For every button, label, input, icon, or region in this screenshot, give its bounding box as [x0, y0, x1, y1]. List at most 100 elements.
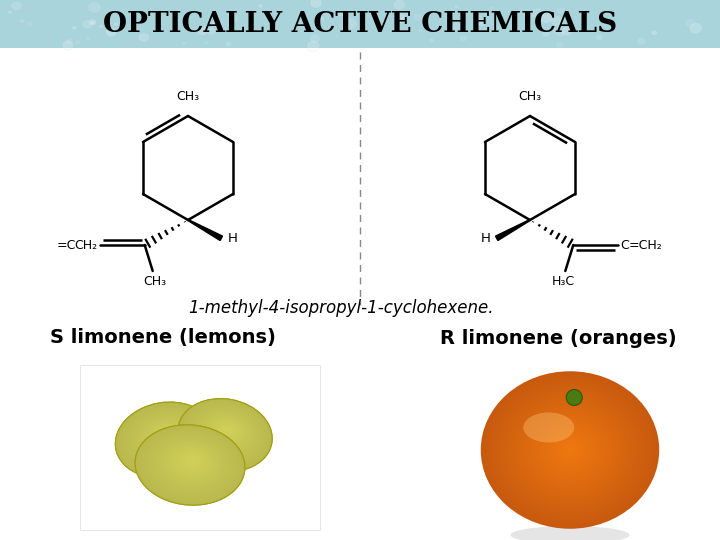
Ellipse shape — [195, 410, 257, 457]
Ellipse shape — [556, 7, 564, 14]
Ellipse shape — [213, 421, 241, 442]
Text: =CH₂: =CH₂ — [629, 239, 662, 252]
Ellipse shape — [91, 21, 96, 25]
Ellipse shape — [176, 449, 209, 474]
Ellipse shape — [418, 29, 423, 32]
Ellipse shape — [138, 427, 243, 503]
Ellipse shape — [502, 390, 639, 510]
Ellipse shape — [155, 427, 180, 446]
Ellipse shape — [198, 411, 254, 455]
Ellipse shape — [150, 434, 232, 494]
Ellipse shape — [136, 415, 196, 461]
Ellipse shape — [211, 19, 222, 28]
Ellipse shape — [215, 422, 239, 440]
Ellipse shape — [88, 2, 102, 13]
Ellipse shape — [167, 444, 216, 480]
Ellipse shape — [166, 434, 171, 437]
Ellipse shape — [115, 402, 215, 478]
Ellipse shape — [126, 409, 205, 469]
Ellipse shape — [207, 27, 216, 35]
Ellipse shape — [220, 426, 235, 436]
Ellipse shape — [558, 440, 582, 461]
Ellipse shape — [393, 0, 405, 10]
Ellipse shape — [651, 30, 657, 36]
Bar — [80, 365, 320, 530]
Ellipse shape — [188, 405, 264, 463]
Ellipse shape — [155, 427, 180, 446]
Ellipse shape — [7, 10, 12, 14]
Ellipse shape — [210, 419, 243, 444]
Ellipse shape — [531, 8, 544, 19]
Ellipse shape — [215, 422, 239, 440]
Text: R limonene (oranges): R limonene (oranges) — [440, 328, 677, 348]
Ellipse shape — [138, 32, 150, 42]
Ellipse shape — [27, 21, 34, 26]
Ellipse shape — [158, 439, 224, 487]
Ellipse shape — [181, 453, 203, 469]
Ellipse shape — [452, 22, 462, 30]
Ellipse shape — [180, 400, 270, 469]
Ellipse shape — [481, 372, 660, 529]
Ellipse shape — [178, 399, 272, 471]
Ellipse shape — [200, 413, 252, 453]
Ellipse shape — [484, 374, 656, 526]
Ellipse shape — [307, 40, 320, 51]
Ellipse shape — [528, 413, 612, 487]
Ellipse shape — [144, 430, 237, 498]
Ellipse shape — [167, 444, 216, 480]
Ellipse shape — [198, 411, 254, 455]
Ellipse shape — [555, 41, 564, 49]
Text: CH₃: CH₃ — [518, 90, 541, 103]
Ellipse shape — [195, 410, 257, 457]
Ellipse shape — [152, 425, 182, 448]
Ellipse shape — [139, 417, 194, 458]
Ellipse shape — [163, 431, 173, 440]
Ellipse shape — [543, 427, 597, 474]
Ellipse shape — [190, 458, 196, 462]
Ellipse shape — [164, 442, 219, 483]
Ellipse shape — [128, 410, 203, 467]
Text: S limonene (lemons): S limonene (lemons) — [50, 328, 276, 348]
Ellipse shape — [193, 408, 259, 459]
Ellipse shape — [72, 25, 77, 30]
Ellipse shape — [537, 421, 603, 479]
Text: =C: =C — [56, 239, 76, 252]
Text: OPTICALLY ACTIVE CHEMICALS: OPTICALLY ACTIVE CHEMICALS — [103, 10, 617, 37]
Ellipse shape — [223, 427, 233, 434]
Ellipse shape — [187, 456, 198, 464]
Ellipse shape — [118, 404, 212, 476]
Ellipse shape — [343, 18, 357, 29]
Ellipse shape — [567, 447, 573, 453]
Ellipse shape — [144, 420, 189, 454]
Ellipse shape — [309, 34, 320, 43]
Ellipse shape — [65, 38, 73, 45]
Ellipse shape — [531, 416, 608, 484]
Ellipse shape — [136, 415, 196, 461]
Ellipse shape — [459, 35, 468, 42]
Ellipse shape — [135, 425, 245, 505]
Ellipse shape — [179, 451, 206, 471]
Ellipse shape — [540, 424, 600, 476]
Ellipse shape — [513, 400, 626, 500]
Ellipse shape — [184, 455, 201, 467]
Ellipse shape — [161, 441, 222, 485]
Ellipse shape — [197, 26, 208, 36]
Ellipse shape — [181, 41, 187, 45]
Ellipse shape — [11, 1, 22, 11]
Ellipse shape — [164, 442, 219, 483]
Ellipse shape — [82, 19, 94, 29]
Ellipse shape — [510, 397, 629, 503]
Ellipse shape — [190, 458, 196, 462]
Ellipse shape — [542, 30, 550, 37]
Ellipse shape — [200, 413, 252, 453]
Ellipse shape — [636, 37, 646, 45]
Ellipse shape — [508, 395, 632, 505]
Ellipse shape — [187, 456, 198, 464]
Ellipse shape — [490, 379, 650, 521]
Ellipse shape — [62, 40, 73, 50]
Ellipse shape — [510, 526, 629, 540]
Text: H₃C: H₃C — [552, 275, 575, 288]
Ellipse shape — [684, 18, 696, 28]
Ellipse shape — [181, 453, 203, 469]
Ellipse shape — [477, 19, 486, 27]
